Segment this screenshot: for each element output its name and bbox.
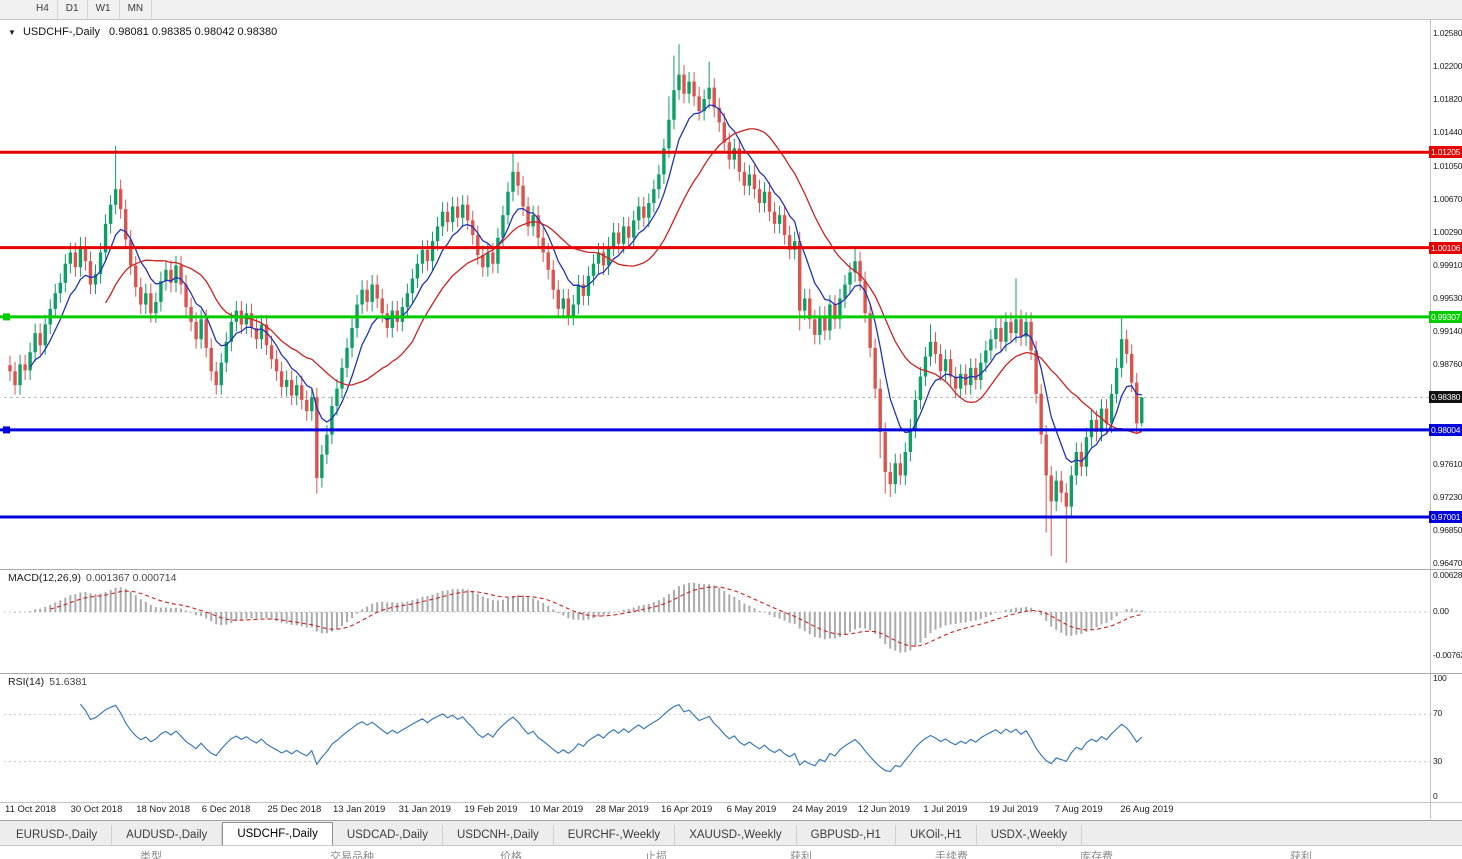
panel-separator-rsi[interactable]	[0, 673, 1462, 674]
timeframe-button-w1[interactable]: W1	[88, 0, 120, 19]
rsi-scale-label: 70	[1433, 708, 1443, 718]
chart-tab-usdx-weekly[interactable]: USDX-,Weekly	[976, 825, 1083, 846]
price-scale-label: 0.97610	[1433, 458, 1462, 469]
terminal-column-header: 止损	[645, 851, 667, 859]
chart-symbol-label: USDCHF-,Daily	[22, 26, 100, 38]
time-axis-label: 7 Aug 2019	[1054, 804, 1103, 815]
time-axis-label: 25 Dec 2018	[267, 804, 322, 815]
time-axis-label: 18 Nov 2018	[136, 804, 191, 815]
chart-tab-audusd-daily[interactable]: AUDUSD-,Daily	[112, 825, 223, 846]
rsi-scale-label: 100	[1433, 673, 1447, 683]
chart-title: ▼ USDCHF-,Daily 0.98081 0.98385 0.98042 …	[8, 26, 277, 38]
time-axis-label: 31 Jan 2019	[398, 804, 451, 815]
chart-tab-eurchf-weekly[interactable]: EURCHF-,Weekly	[553, 825, 676, 846]
terminal-column-header: 库存费	[1080, 851, 1113, 859]
price-level-badge: 1.01205	[1429, 146, 1462, 159]
price-scale-label: 1.00290	[1433, 226, 1462, 237]
price-scale-label: 1.02580	[1433, 28, 1462, 38]
price-scale-label: 0.97230	[1433, 491, 1462, 502]
price-scale-label: 0.99530	[1433, 293, 1462, 303]
rsi-value: 51.6381	[49, 676, 88, 688]
timeframe-toolbar: H4 D1 W1 MN	[0, 0, 1462, 20]
timeframe-button-mn[interactable]: MN	[120, 0, 153, 19]
price-scale-label: 0.96850	[1433, 524, 1462, 535]
terminal-column-header: 手续费	[935, 851, 968, 859]
price-scale-label: 1.00670	[1433, 193, 1462, 204]
macd-values: 0.001367 0.000714	[85, 572, 177, 584]
timeframe-button-d1[interactable]: D1	[58, 0, 88, 19]
price-scale-label: 0.99910	[1433, 259, 1462, 270]
timeframe-button-h4[interactable]: H4	[28, 0, 58, 19]
chart-tab-ukoil-h1[interactable]: UKOil-,H1	[895, 825, 977, 846]
chart-tab-bar: EURUSD-,Daily AUDUSD-,Daily USDCHF-,Daily U…	[0, 820, 1462, 846]
terminal-header-strip: 类型 交易品种 价格 止损 获利 手续费 库存费 获利	[0, 845, 1462, 859]
price-level-badge: 0.98004	[1429, 423, 1462, 436]
macd-scale-label: -0.00762	[1433, 650, 1462, 660]
chart-dropdown-icon[interactable]: ▼	[8, 28, 16, 37]
time-axis-label: 16 Apr 2019	[661, 804, 713, 815]
time-axis-label: 19 Feb 2019	[464, 804, 518, 815]
current-price-badge: 0.98380	[1429, 391, 1462, 404]
macd-indicator-label: MACD(12,26,9) 0.001367 0.000714	[8, 572, 176, 584]
price-level-badge: 0.97001	[1429, 510, 1462, 523]
rsi-scale-label: 0	[1433, 791, 1438, 801]
time-axis-label: 1 Jul 2019	[923, 804, 968, 815]
time-axis-label: 6 Dec 2018	[201, 804, 251, 815]
terminal-column-header: 获利	[1290, 851, 1312, 859]
time-axis-label: 13 Jan 2019	[333, 804, 386, 815]
chart-ohlc-values: 0.98081 0.98385 0.98042 0.98380	[109, 26, 278, 38]
time-axis-label: 28 Mar 2019	[595, 804, 649, 815]
macd-scale-label: 0.006286	[1433, 570, 1462, 580]
price-scale-label: 1.02200	[1433, 61, 1462, 72]
rsi-scale-label: 30	[1433, 756, 1443, 766]
chart-tab-usdcnh-daily[interactable]: USDCNH-,Daily	[442, 825, 554, 846]
time-axis-label: 12 Jun 2019	[857, 804, 911, 815]
time-axis-label: 24 May 2019	[792, 804, 848, 815]
rsi-indicator-label: RSI(14) 51.6381	[8, 676, 87, 688]
panel-separator-macd[interactable]	[0, 569, 1462, 570]
time-axis-label: 6 May 2019	[726, 804, 777, 815]
macd-name: MACD(12,26,9)	[8, 572, 81, 584]
price-scale-label: 0.99140	[1433, 326, 1462, 337]
chart-tab-usdchf-daily[interactable]: USDCHF-,Daily	[222, 822, 333, 846]
price-scale-label: 0.96470	[1433, 558, 1462, 568]
rsi-name: RSI(14)	[8, 676, 45, 688]
terminal-column-header: 类型	[140, 851, 162, 859]
chart-tab-usdcad-daily[interactable]: USDCAD-,Daily	[332, 825, 443, 846]
chart-tab-xauusd-weekly[interactable]: XAUUSD-,Weekly	[675, 825, 797, 846]
terminal-column-header: 价格	[500, 851, 522, 859]
time-axis-label: 26 Aug 2019	[1120, 804, 1174, 815]
price-scale-label: 1.01050	[1433, 160, 1462, 171]
chart-tab-eurusd-daily[interactable]: EURUSD-,Daily	[2, 825, 113, 846]
time-axis-label: 10 Mar 2019	[529, 804, 584, 815]
macd-scale-label: 0.00	[1433, 606, 1449, 616]
terminal-column-header: 交易品种	[330, 851, 374, 859]
price-axis-separator	[1430, 19, 1431, 819]
price-scale-label: 1.01440	[1433, 127, 1462, 138]
chart-tab-gbpusd-h1[interactable]: GBPUSD-,H1	[796, 825, 896, 846]
price-level-badge: 1.00106	[1429, 241, 1462, 254]
time-axis-label: 19 Jul 2019	[989, 804, 1039, 815]
price-scale-label: 1.01820	[1433, 94, 1462, 105]
time-axis-label: 30 Oct 2018	[70, 804, 123, 815]
time-axis-label: 11 Oct 2018	[5, 804, 57, 815]
time-axis-separator	[0, 802, 1462, 803]
price-scale-label: 0.98760	[1433, 359, 1462, 370]
price-level-badge: 0.99307	[1429, 310, 1462, 323]
terminal-column-header: 获利	[790, 851, 812, 859]
